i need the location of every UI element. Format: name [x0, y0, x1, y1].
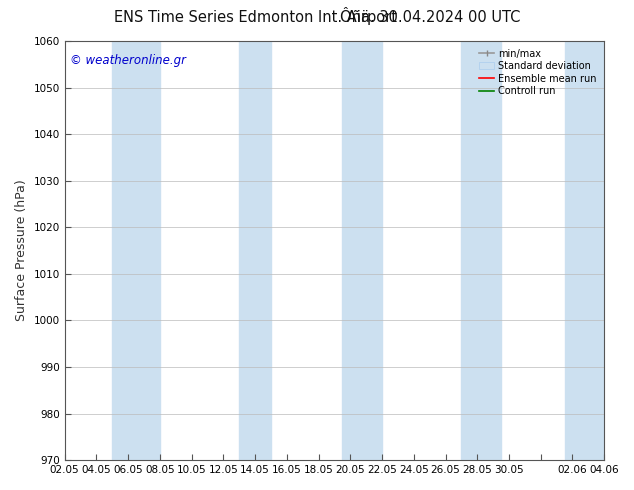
Legend: min/max, Standard deviation, Ensemble mean run, Controll run: min/max, Standard deviation, Ensemble me…: [477, 46, 599, 99]
Bar: [112, 41, 160, 460]
Bar: [462, 41, 501, 460]
Bar: [564, 41, 612, 460]
Bar: [342, 41, 382, 460]
Text: © weatheronline.gr: © weatheronline.gr: [70, 53, 186, 67]
Bar: [239, 41, 271, 460]
Text: Ôñä. 30.04.2024 00 UTC: Ôñä. 30.04.2024 00 UTC: [339, 10, 520, 25]
Y-axis label: Surface Pressure (hPa): Surface Pressure (hPa): [15, 180, 28, 321]
Text: ENS Time Series Edmonton Int. Airport: ENS Time Series Edmonton Int. Airport: [114, 10, 397, 25]
